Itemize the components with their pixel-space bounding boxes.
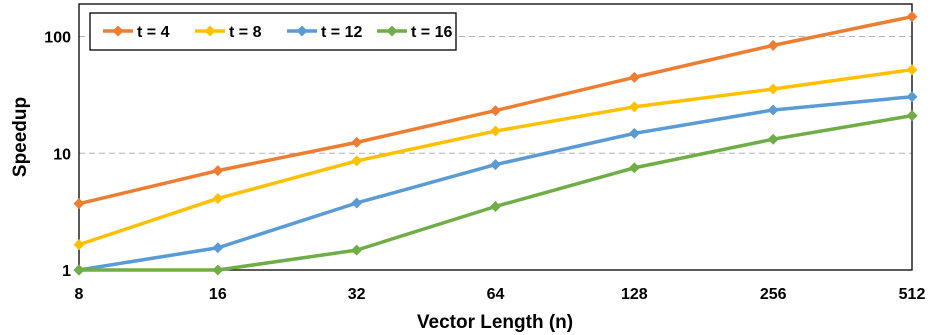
- data-point: [212, 264, 224, 276]
- legend-item-3: t = 12: [287, 24, 362, 41]
- data-point: [767, 133, 779, 145]
- series-3: [73, 91, 918, 276]
- x-tick-label: 128: [621, 286, 648, 303]
- y-tick-labels: 1 10 100: [44, 30, 71, 280]
- x-tick-label: 8: [75, 286, 84, 303]
- data-point: [351, 155, 363, 167]
- data-point: [767, 83, 779, 95]
- legend-item-1: t = 4: [103, 24, 170, 41]
- gridlines: [79, 36, 912, 154]
- series-layer: [73, 11, 918, 276]
- legend-swatch-marker: [296, 25, 308, 37]
- series-4: [73, 110, 918, 276]
- legend-swatch-marker: [204, 25, 216, 37]
- series-line: [78, 94, 913, 272]
- legend: t = 4 t = 8 t = 12 t = 16: [89, 12, 457, 51]
- x-tick-label: 256: [760, 286, 787, 303]
- y-tick-label: 10: [53, 146, 71, 163]
- data-point: [767, 39, 779, 51]
- data-point: [212, 165, 224, 177]
- legend-swatch-marker: [112, 25, 124, 37]
- data-point: [73, 264, 85, 276]
- plot-area-border: [78, 3, 913, 271]
- series-line: [78, 67, 913, 247]
- x-axis-label: Vector Length (n): [417, 312, 573, 333]
- data-point: [906, 91, 918, 103]
- data-point: [490, 159, 501, 171]
- legend-label: t = 4: [137, 24, 170, 41]
- data-point: [628, 127, 640, 139]
- data-point: [628, 71, 640, 83]
- x-tick-label: 16: [209, 286, 227, 303]
- legend-swatch-marker: [386, 25, 398, 37]
- series-2: [73, 64, 918, 251]
- data-point: [73, 198, 85, 210]
- data-point: [906, 11, 918, 23]
- legend-item-4: t = 16: [377, 24, 452, 41]
- data-point: [212, 192, 224, 204]
- series-1: [73, 11, 918, 210]
- legend-label: t = 12: [321, 24, 362, 41]
- x-tick-labels: 8 16 32 64 128 256 512: [75, 286, 926, 303]
- y-axis-label: Speedup: [10, 97, 31, 177]
- legend-item-2: t = 8: [195, 24, 262, 41]
- legend-label: t = 16: [411, 24, 452, 41]
- data-point: [628, 101, 640, 113]
- series-line: [79, 113, 913, 272]
- data-point: [73, 239, 85, 251]
- data-point: [767, 104, 779, 116]
- data-point: [351, 244, 363, 256]
- data-point: [490, 200, 501, 212]
- x-tick-label: 32: [348, 286, 366, 303]
- data-point: [906, 64, 918, 76]
- data-point: [351, 197, 363, 209]
- legend-label: t = 8: [229, 24, 262, 41]
- x-tick-label: 512: [899, 286, 926, 303]
- y-tick-label: 100: [44, 30, 71, 47]
- data-point: [212, 242, 224, 254]
- data-point: [351, 136, 363, 148]
- data-point: [490, 125, 501, 137]
- data-point: [490, 105, 501, 117]
- x-tick-label: 64: [487, 286, 505, 303]
- y-tick-label: 1: [62, 263, 71, 280]
- data-point: [906, 110, 918, 122]
- data-point: [628, 162, 640, 174]
